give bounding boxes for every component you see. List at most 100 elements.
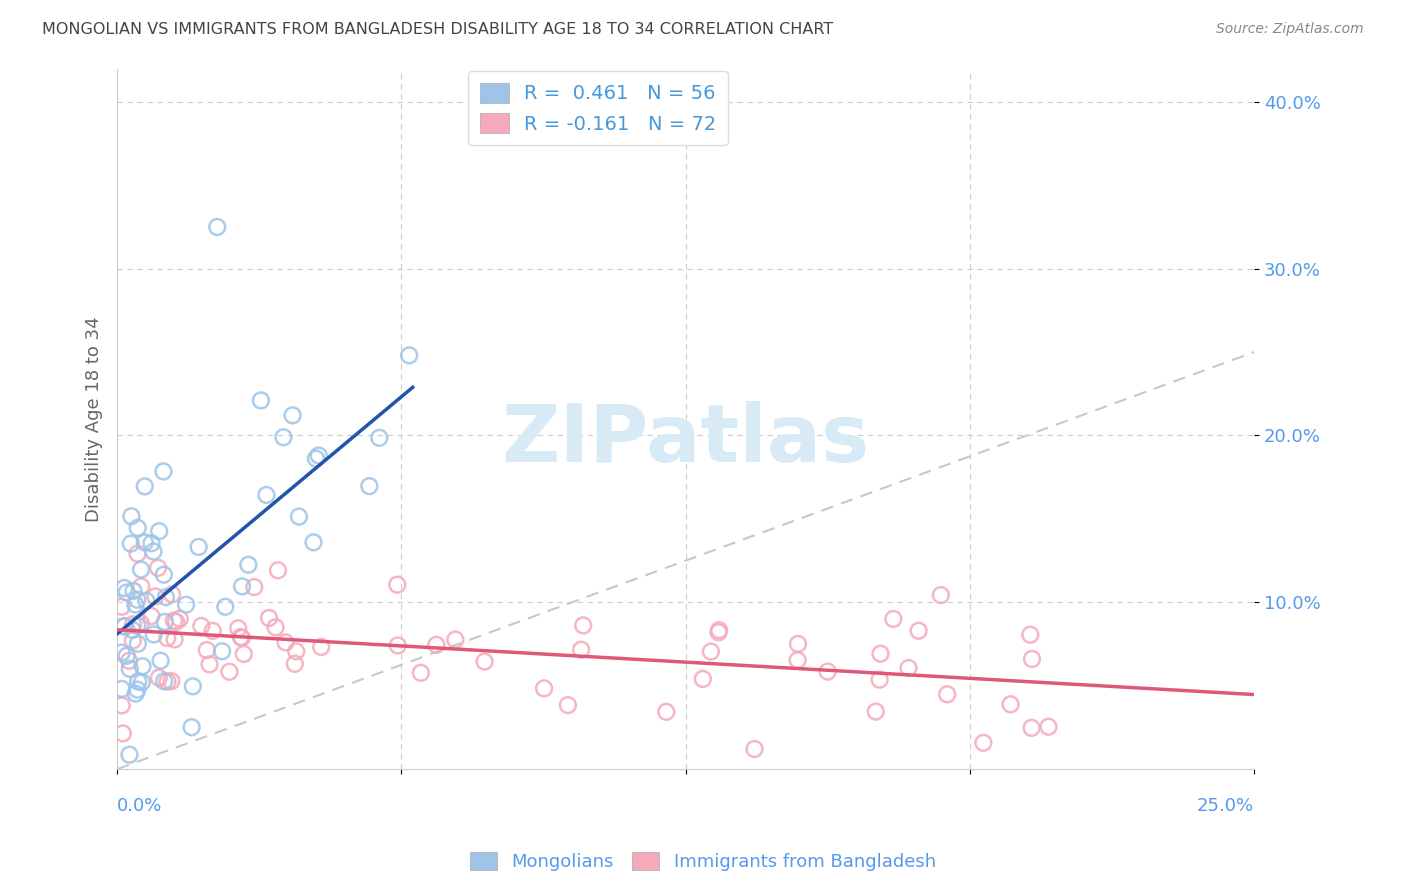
Point [655,705,678,719]
Text: MONGOLIAN VS IMMIGRANTS FROM BANGLADESH DISABILITY AGE 18 TO 34 CORRELATION CHAR: MONGOLIAN VS IMMIGRANTS FROM BANGLADESH … [42,22,834,37]
Point [1021,721,1043,735]
Point [156,631,179,645]
Point [111,599,134,614]
Point [153,567,176,582]
Point [160,674,183,689]
Point [897,661,920,675]
Point [907,624,929,638]
Point [181,679,204,693]
Point [127,521,149,535]
Point [281,409,304,423]
Point [111,681,134,696]
Point [882,612,904,626]
Point [936,687,959,701]
Point [112,581,135,595]
Text: 0.0%: 0.0% [117,797,163,815]
Point [214,599,236,614]
Point [398,348,420,362]
Point [118,654,141,668]
Point [156,674,179,689]
Point [207,219,229,234]
Point [163,632,186,647]
Point [572,618,595,632]
Point [124,687,146,701]
Point [131,659,153,673]
Point [169,612,191,626]
Point [226,621,249,635]
Point [153,615,176,629]
Point [250,393,273,408]
Point [309,640,332,654]
Point [444,632,467,647]
Point [152,465,174,479]
Text: Source: ZipAtlas.com: Source: ZipAtlas.com [1216,22,1364,37]
Point [127,547,149,561]
Point [308,449,330,463]
Point [146,561,169,575]
Point [135,594,157,608]
Point [231,579,253,593]
Point [707,623,730,637]
Point [474,655,496,669]
Point [817,665,839,679]
Point [368,431,391,445]
Point [243,580,266,594]
Text: 25.0%: 25.0% [1197,797,1254,815]
Point [229,630,252,644]
Point [218,665,240,679]
Point [127,674,149,689]
Point [122,617,145,632]
Point [231,631,253,645]
Point [190,619,212,633]
Point [929,588,952,602]
Point [127,618,149,632]
Point [163,614,186,628]
Point [124,598,146,612]
Point [165,615,187,629]
Point [111,726,134,740]
Point [865,705,887,719]
Point [115,648,138,663]
Point [238,558,260,572]
Point [174,598,197,612]
Point [700,644,723,658]
Point [869,647,891,661]
Point [142,544,165,558]
Point [533,681,555,696]
Point [1019,628,1042,642]
Point [284,657,307,671]
Point [111,646,134,660]
Point [122,583,145,598]
Point [972,736,994,750]
Point [232,647,254,661]
Point [409,665,432,680]
Point [195,643,218,657]
Point [1038,720,1060,734]
Point [211,644,233,658]
Legend: R =  0.461   N = 56, R = -0.161   N = 72: R = 0.461 N = 56, R = -0.161 N = 72 [468,71,728,145]
Point [692,672,714,686]
Point [387,578,409,592]
Point [1021,652,1043,666]
Point [127,592,149,607]
Point [148,524,170,538]
Point [121,623,143,637]
Point [1000,698,1022,712]
Point [129,580,152,594]
Point [141,536,163,550]
Point [288,509,311,524]
Text: ZIPatlas: ZIPatlas [502,401,870,479]
Point [148,671,170,685]
Point [201,624,224,638]
Point [134,479,156,493]
Point [305,451,328,466]
Point [115,585,138,599]
Point [131,675,153,690]
Point [129,616,152,631]
Point [359,479,381,493]
Point [118,662,141,676]
Point [141,609,163,624]
Point [557,698,579,712]
Point [149,654,172,668]
Point [285,644,308,658]
